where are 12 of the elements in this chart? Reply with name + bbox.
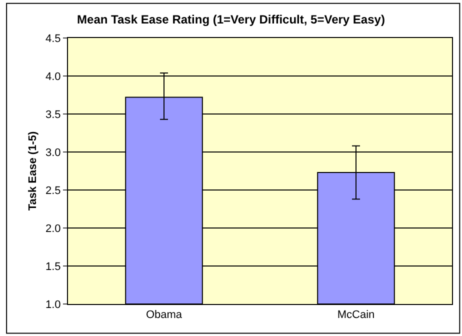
y-axis-title: Task Ease (1-5) [27, 131, 40, 211]
y-tick-label: 3.5 [46, 108, 61, 121]
y-tick-label: 2.5 [46, 184, 61, 197]
y-tick-label: 1.5 [46, 260, 61, 273]
y-tick-label: 1.0 [46, 298, 61, 311]
chart-title: Mean Task Ease Rating (1=Very Difficult, 5=Very Easy) [77, 12, 385, 27]
y-tick-label: 4.0 [46, 70, 61, 83]
y-tick-label: 2.0 [46, 222, 61, 235]
x-tick-label: Obama [146, 309, 183, 322]
y-tick-label: 3.0 [46, 146, 61, 159]
x-tick-label: McCain [337, 309, 375, 322]
y-tick-label: 4.5 [46, 32, 61, 45]
